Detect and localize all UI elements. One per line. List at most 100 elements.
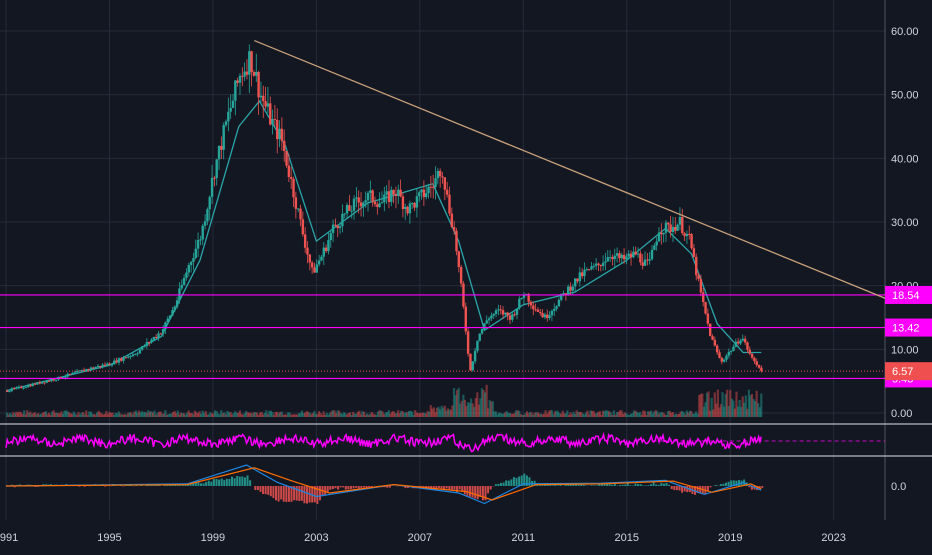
candle-body xyxy=(600,265,602,266)
candle-body xyxy=(162,329,164,333)
candle-body xyxy=(369,190,371,193)
macd-histogram-bar xyxy=(329,486,331,490)
candle-body xyxy=(679,217,681,225)
candle-body xyxy=(316,264,318,272)
candle-body xyxy=(399,190,401,197)
macd-histogram-bar xyxy=(671,486,673,489)
macd-histogram-bar xyxy=(275,486,277,500)
macd-histogram-bar xyxy=(552,485,554,486)
candle-body xyxy=(99,366,101,367)
candle-body xyxy=(104,365,106,366)
candle-body xyxy=(737,342,739,344)
candle-body xyxy=(451,213,453,227)
candle-body xyxy=(27,385,29,387)
candle-body xyxy=(539,312,541,313)
candle-body xyxy=(418,192,420,196)
candle-body xyxy=(604,261,606,262)
candle-body xyxy=(257,72,259,97)
y-tick-label: 40.00 xyxy=(891,153,919,165)
macd-histogram-bar xyxy=(490,486,492,490)
macd-histogram-bar xyxy=(226,479,228,486)
candle-body xyxy=(569,287,571,291)
candle-body xyxy=(513,314,515,315)
candle-body xyxy=(693,248,695,257)
macd-histogram-bar xyxy=(358,486,360,488)
candle-body xyxy=(376,204,378,207)
candle-body xyxy=(209,197,211,209)
candle-body xyxy=(427,187,429,193)
macd-histogram-bar xyxy=(583,485,585,486)
x-tick-label: 1991 xyxy=(0,532,18,544)
candle-body xyxy=(681,217,683,233)
candle-body xyxy=(553,309,555,311)
candle-body xyxy=(390,190,392,202)
candle-body xyxy=(113,361,115,365)
candle-body xyxy=(290,177,292,179)
candle-body xyxy=(25,387,27,388)
macd-histogram-bar xyxy=(446,486,448,488)
macd-histogram-bar xyxy=(720,484,722,486)
candle-body xyxy=(136,353,138,354)
candle-body xyxy=(348,205,350,211)
candle-body xyxy=(674,227,676,231)
candle-body xyxy=(297,209,299,210)
macd-histogram-bar xyxy=(730,480,732,486)
candle-body xyxy=(36,382,38,384)
candle-body xyxy=(690,234,692,248)
macd-histogram-bar xyxy=(627,483,629,486)
candle-body xyxy=(637,253,639,254)
macd-histogram-bar xyxy=(283,486,285,502)
candle-body xyxy=(602,263,604,266)
candle-body xyxy=(760,368,762,371)
x-tick-label: 2007 xyxy=(408,532,432,544)
macd-histogram-bar xyxy=(216,479,218,486)
candle-body xyxy=(318,261,320,265)
macd-histogram-bar xyxy=(472,486,474,498)
candle-body xyxy=(69,374,71,375)
y-tick-label: 50.00 xyxy=(891,90,919,102)
candle-body xyxy=(562,293,564,294)
macd-histogram-bar xyxy=(278,486,280,501)
macd-histogram-bar xyxy=(497,484,499,486)
macd-histogram-bar xyxy=(642,485,644,486)
candle-body xyxy=(639,253,641,262)
macd-histogram-bar xyxy=(208,481,210,486)
candle-body xyxy=(327,240,329,251)
candle-body xyxy=(250,51,252,72)
candle-body xyxy=(199,239,201,240)
candle-body xyxy=(723,360,725,362)
level-label-0: 18.54 xyxy=(892,290,920,302)
candle-body xyxy=(667,223,669,225)
candle-body xyxy=(730,351,732,352)
candle-body xyxy=(402,196,404,209)
candle-body xyxy=(218,146,220,159)
macd-histogram-bar xyxy=(213,479,215,486)
candle-body xyxy=(134,354,136,355)
macd-histogram-bar xyxy=(655,484,657,486)
candle-body xyxy=(11,388,13,391)
candle-body xyxy=(551,311,553,315)
macd-histogram-bar xyxy=(210,482,212,486)
macd-histogram-bar xyxy=(247,475,249,486)
candle-body xyxy=(339,226,341,228)
candle-body xyxy=(97,366,99,367)
candle-body xyxy=(323,248,325,257)
candle-body xyxy=(423,190,425,198)
y-tick-label: 30.00 xyxy=(891,217,919,229)
candle-body xyxy=(313,267,315,272)
candle-body xyxy=(588,269,590,270)
candle-body xyxy=(334,225,336,226)
x-tick-label: 1995 xyxy=(97,532,121,544)
x-tick-label: 2019 xyxy=(718,532,742,544)
macd-histogram-bar xyxy=(223,480,225,486)
macd-histogram-bar xyxy=(508,481,510,486)
candle-body xyxy=(232,101,234,108)
candle-body xyxy=(506,313,508,316)
candle-body xyxy=(202,226,204,240)
candle-body xyxy=(53,379,55,380)
macd-histogram-bar xyxy=(464,486,466,494)
macd-histogram-bar xyxy=(327,486,329,492)
x-tick-label: 2023 xyxy=(821,532,845,544)
